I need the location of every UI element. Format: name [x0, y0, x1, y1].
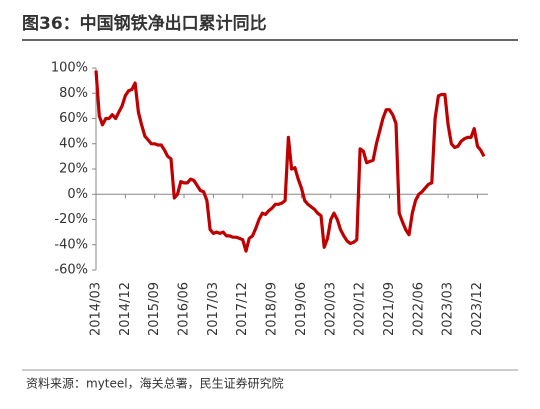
- x-tick-label: 2017/12: [235, 282, 250, 336]
- x-tick-label: 2023/03: [441, 282, 456, 336]
- y-tick-label: 80%: [59, 86, 88, 101]
- chart-title: 图36：中国钢铁净出口累计同比: [22, 13, 267, 34]
- source-note: 资料来源：myteel，海关总署，民生证券研究院: [26, 376, 284, 391]
- x-tick-label: 2020/12: [353, 282, 368, 336]
- x-tick-label: 2016/06: [177, 282, 192, 336]
- y-tick-label: 60%: [59, 111, 88, 126]
- x-tick-label: 2021/09: [382, 282, 397, 336]
- x-tick-label: 2022/06: [411, 282, 426, 336]
- y-tick-label: 20%: [59, 162, 88, 177]
- x-tick-label: 2020/03: [323, 282, 338, 336]
- x-tick-label: 2023/12: [470, 282, 485, 336]
- data-line: [94, 70, 486, 253]
- x-tick-label: 2017/03: [206, 282, 221, 336]
- y-tick-label: 0%: [67, 187, 88, 202]
- x-tick-label: 2015/09: [147, 282, 162, 336]
- y-tick-label: 40%: [59, 136, 88, 151]
- x-tick-label: 2019/06: [294, 282, 309, 336]
- x-tick-label: 2018/09: [265, 282, 280, 336]
- y-tick-label: -60%: [54, 263, 88, 278]
- y-tick-label: -40%: [54, 237, 88, 252]
- x-tick-label: 2014/03: [89, 282, 104, 336]
- x-tick-label: 2014/12: [118, 282, 133, 336]
- y-tick-label: -20%: [54, 212, 88, 227]
- y-tick-label: 100%: [51, 61, 88, 76]
